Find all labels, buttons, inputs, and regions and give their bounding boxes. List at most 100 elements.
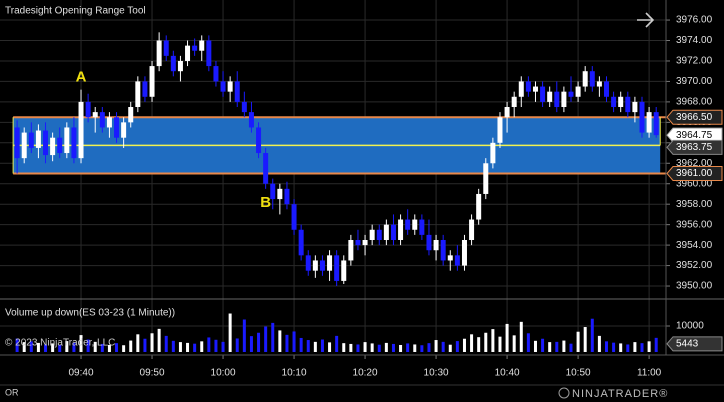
volume-bar bbox=[171, 340, 175, 352]
volume-bar bbox=[235, 338, 239, 352]
candle-body bbox=[305, 255, 311, 271]
candle-body bbox=[632, 101, 638, 113]
range-mid-label-box bbox=[666, 139, 723, 155]
candle-body bbox=[298, 229, 304, 256]
volume-bar bbox=[427, 343, 431, 352]
candle-body bbox=[554, 91, 560, 108]
candle-body bbox=[206, 40, 212, 67]
volume-bar bbox=[640, 343, 644, 352]
last-volume-label: 5443 bbox=[676, 338, 699, 349]
candle-body bbox=[334, 255, 340, 281]
volume-bar bbox=[597, 335, 601, 352]
volume-bar bbox=[349, 343, 353, 352]
annotation: A bbox=[76, 69, 87, 86]
volume-bar bbox=[150, 333, 154, 352]
candle-body bbox=[362, 239, 368, 246]
candle-body bbox=[476, 193, 482, 220]
volume-bar bbox=[512, 335, 516, 352]
volume-bar bbox=[498, 336, 502, 352]
volume-bar bbox=[441, 341, 445, 352]
x-tick-label: 09:50 bbox=[140, 368, 165, 379]
x-tick-label: 10:10 bbox=[282, 368, 307, 379]
y-tick-label: 3954.00 bbox=[676, 240, 713, 251]
candle-body bbox=[185, 45, 191, 61]
x-tick-label: 10:30 bbox=[424, 368, 449, 379]
volume-bar bbox=[157, 328, 161, 352]
annotation: B bbox=[260, 194, 271, 211]
candle-body bbox=[319, 260, 325, 271]
volume-bar bbox=[406, 343, 410, 352]
candle-body bbox=[220, 81, 226, 92]
volume-bar bbox=[583, 327, 587, 352]
candle-body bbox=[575, 86, 581, 97]
volume-bar bbox=[143, 338, 147, 352]
range-low-label-box bbox=[666, 166, 723, 182]
candle-body bbox=[454, 255, 460, 266]
candle-body bbox=[369, 229, 375, 240]
candle-body bbox=[227, 81, 233, 92]
candle-body bbox=[142, 81, 148, 97]
volume-bar bbox=[58, 344, 62, 352]
candle-body bbox=[234, 81, 240, 102]
candle-body bbox=[57, 137, 63, 154]
volume-bar bbox=[434, 340, 438, 352]
candle-body bbox=[64, 127, 70, 154]
candle-body bbox=[412, 219, 418, 230]
y-tick-label: 3952.00 bbox=[676, 260, 713, 271]
candle-body bbox=[625, 96, 631, 113]
candle-body bbox=[199, 40, 205, 51]
candle-body bbox=[646, 112, 652, 133]
candle-body bbox=[256, 127, 262, 154]
candle-body bbox=[483, 163, 489, 194]
volume-bar bbox=[93, 341, 97, 352]
volume-bar bbox=[242, 319, 246, 352]
candle-body bbox=[376, 229, 382, 240]
volume-bar bbox=[470, 334, 474, 352]
volume-bar bbox=[271, 322, 275, 352]
volume-bar bbox=[264, 326, 268, 352]
volume-bar bbox=[313, 341, 317, 352]
candle-body bbox=[419, 219, 425, 235]
last-volume-label-box bbox=[666, 336, 723, 352]
volume-bar bbox=[292, 331, 296, 352]
y-tick-label: 3956.00 bbox=[676, 219, 713, 230]
candle-body bbox=[312, 260, 318, 271]
candle-body bbox=[383, 224, 389, 240]
candle-body bbox=[156, 40, 162, 67]
volume-bar bbox=[590, 318, 594, 352]
y-tick-label: 3972.00 bbox=[676, 56, 713, 67]
tab-label[interactable]: OR bbox=[5, 387, 19, 397]
volume-bar bbox=[477, 337, 481, 352]
candle-body bbox=[511, 96, 517, 108]
y-tick-label: 3970.00 bbox=[676, 76, 713, 87]
nav-arrow[interactable] bbox=[637, 12, 655, 28]
candle-body bbox=[461, 239, 467, 266]
volume-bar bbox=[86, 339, 90, 352]
volume-bar bbox=[541, 338, 545, 352]
volume-bar bbox=[647, 341, 651, 352]
candle-body bbox=[355, 239, 361, 246]
volume-bar bbox=[619, 343, 623, 352]
candle-body bbox=[596, 81, 602, 87]
y-tick-label: 3958.00 bbox=[676, 199, 713, 210]
candle-body bbox=[426, 234, 432, 251]
candle-body bbox=[291, 204, 297, 230]
candle-body bbox=[327, 255, 333, 271]
candle-body bbox=[170, 55, 176, 72]
candle-body bbox=[28, 132, 34, 148]
volume-bar bbox=[214, 339, 218, 352]
candle-body bbox=[99, 112, 105, 128]
volume-bar bbox=[555, 341, 559, 352]
opening-range bbox=[12, 116, 666, 175]
candle-body bbox=[348, 239, 354, 261]
volume-bar bbox=[328, 342, 332, 352]
volume-bar bbox=[342, 343, 346, 352]
x-tick-label: 10:50 bbox=[566, 368, 591, 379]
volume-bar bbox=[44, 344, 48, 352]
candle-body bbox=[568, 91, 574, 97]
volume-bar bbox=[391, 343, 395, 352]
volume-bar bbox=[100, 343, 104, 352]
candle-body bbox=[71, 127, 77, 159]
candle-body bbox=[14, 127, 20, 159]
